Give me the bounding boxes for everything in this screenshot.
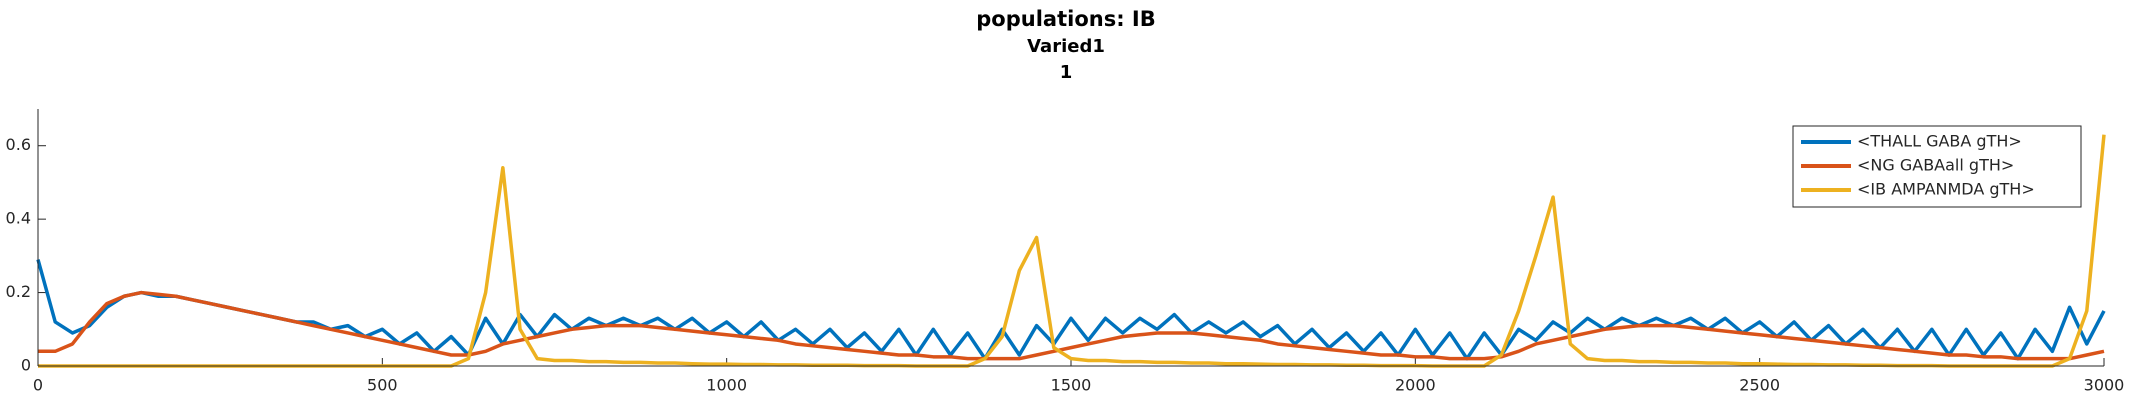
chart-subtitle: Varied1 (1027, 36, 1105, 57)
y-tick-label: 0 (21, 356, 31, 375)
x-tick-label: 3000 (2084, 376, 2125, 395)
x-tick-label: 500 (367, 376, 398, 395)
x-tick-label: 0 (33, 376, 43, 395)
x-tick-label: 1000 (706, 376, 747, 395)
y-tick-label: 0.6 (6, 135, 31, 154)
legend-label: <THALL GABA gTH> (1857, 132, 2022, 151)
chart-title: populations: IB (976, 7, 1155, 31)
x-tick-label: 2000 (1395, 376, 1436, 395)
chart-subtitle: 1 (1060, 62, 1073, 83)
y-tick-label: 0.2 (6, 282, 31, 301)
legend-label: <NG GABAall gTH> (1857, 156, 2014, 175)
x-tick-label: 1500 (1051, 376, 1092, 395)
data-line (36, 259, 2106, 361)
x-tick-label: 2500 (1739, 376, 1780, 395)
y-tick-label: 0.4 (6, 209, 31, 228)
legend-label: <IB AMPANMDA gTH> (1857, 180, 2035, 199)
data-line (38, 290, 2105, 361)
